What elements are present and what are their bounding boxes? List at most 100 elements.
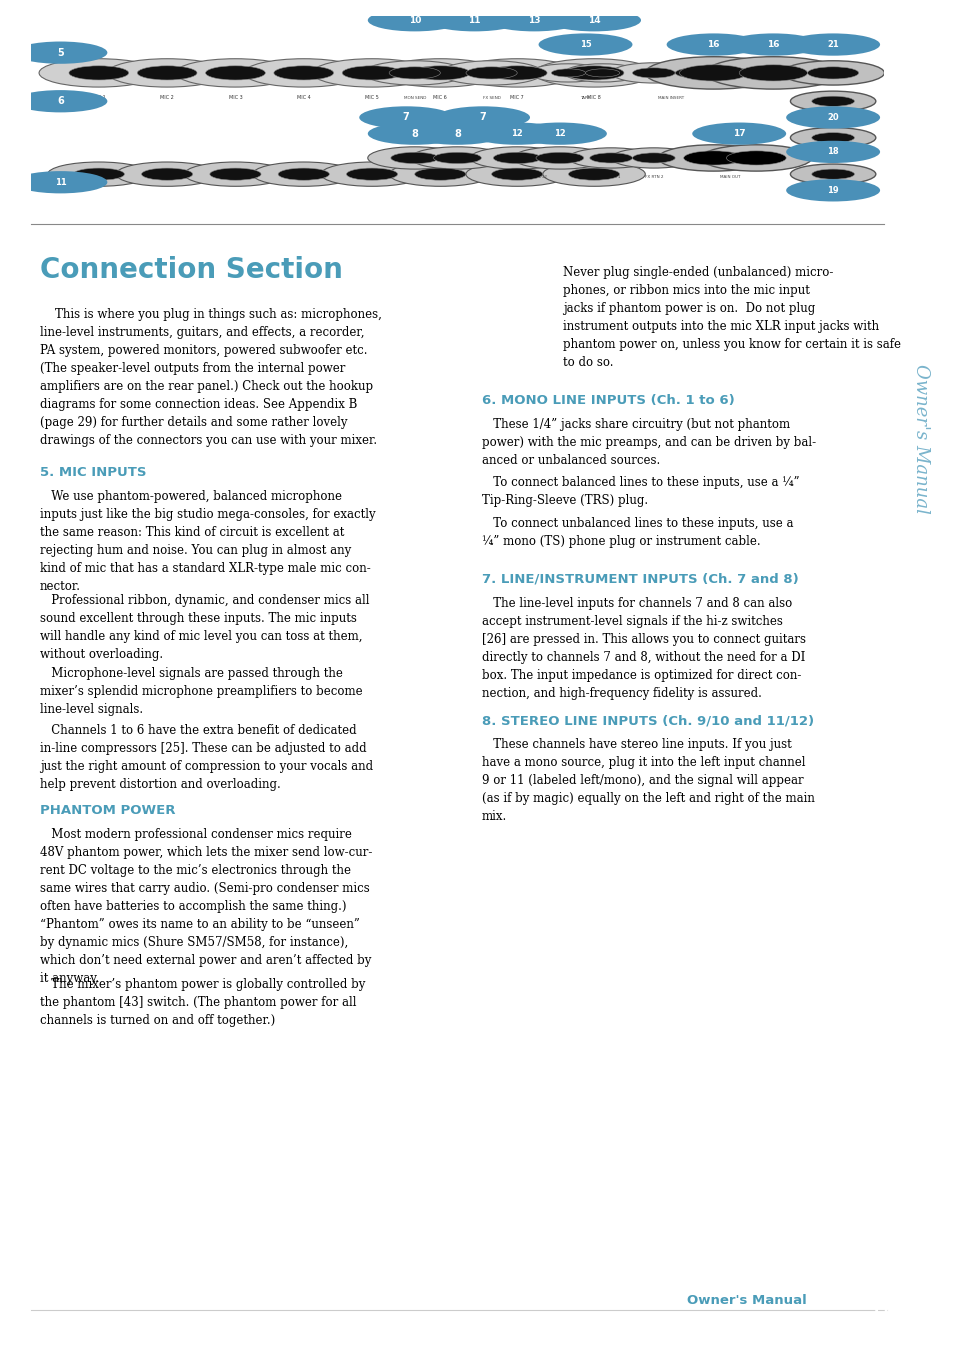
- Circle shape: [692, 123, 785, 144]
- Circle shape: [415, 169, 465, 181]
- Circle shape: [391, 153, 438, 163]
- Text: MON SEND: MON SEND: [403, 96, 425, 100]
- Text: 6: 6: [57, 96, 64, 107]
- Text: 15: 15: [579, 40, 591, 49]
- Circle shape: [410, 66, 470, 80]
- Text: MIC 8: MIC 8: [586, 95, 600, 100]
- Circle shape: [785, 34, 880, 55]
- Circle shape: [465, 162, 568, 186]
- Circle shape: [184, 162, 286, 186]
- Circle shape: [410, 123, 504, 144]
- Circle shape: [811, 132, 854, 143]
- Circle shape: [389, 68, 440, 80]
- Text: MIC 1: MIC 1: [91, 95, 106, 100]
- Text: 8: 8: [411, 128, 417, 139]
- Text: ☛: ☛: [514, 305, 541, 333]
- Text: PHANTOM POWER: PHANTOM POWER: [40, 803, 175, 817]
- Text: 10: 10: [408, 16, 420, 24]
- Circle shape: [725, 34, 820, 55]
- Circle shape: [700, 144, 811, 171]
- Text: FX RTN 1: FX RTN 1: [601, 176, 619, 180]
- Text: 12: 12: [554, 130, 565, 138]
- Text: MIC 5: MIC 5: [365, 95, 378, 100]
- Text: 17: 17: [732, 130, 744, 138]
- Circle shape: [679, 65, 747, 81]
- Circle shape: [785, 107, 880, 128]
- Text: Professional ribbon, dynamic, and condenser mics all
sound excellent through the: Professional ribbon, dynamic, and conden…: [40, 594, 369, 660]
- Circle shape: [457, 59, 577, 88]
- Circle shape: [513, 123, 606, 144]
- Circle shape: [530, 63, 606, 82]
- Text: 19: 19: [826, 186, 838, 194]
- Text: Microphone-level signals are passed through the
mixer’s splendid microphone prea: Microphone-level signals are passed thro…: [40, 667, 362, 716]
- Circle shape: [534, 59, 653, 88]
- Circle shape: [653, 63, 739, 84]
- Circle shape: [704, 57, 841, 89]
- Text: 20: 20: [826, 113, 838, 122]
- Text: 7: 7: [479, 112, 486, 123]
- Circle shape: [312, 59, 432, 88]
- Text: These channels have stereo line inputs. If you just
have a mono source, plug it : These channels have stereo line inputs. …: [481, 738, 814, 824]
- Circle shape: [790, 165, 875, 185]
- Circle shape: [666, 34, 760, 55]
- Circle shape: [278, 169, 329, 181]
- Circle shape: [465, 68, 517, 80]
- Circle shape: [69, 66, 129, 80]
- Text: 16: 16: [706, 40, 720, 49]
- Text: 14: 14: [587, 16, 599, 24]
- Text: MIC 2: MIC 2: [160, 95, 173, 100]
- Circle shape: [205, 66, 265, 80]
- Text: MAIN INSERT: MAIN INSERT: [657, 96, 683, 100]
- Text: 16: 16: [766, 40, 779, 49]
- Circle shape: [806, 68, 858, 80]
- Circle shape: [725, 151, 785, 165]
- Circle shape: [363, 61, 465, 85]
- Text: Most modern professional condenser mics require
48V phantom power, which lets th: Most modern professional condenser mics …: [40, 828, 372, 984]
- Circle shape: [389, 162, 491, 186]
- Circle shape: [368, 9, 461, 31]
- Text: 5: 5: [57, 47, 64, 58]
- Circle shape: [440, 61, 542, 85]
- Circle shape: [546, 9, 640, 31]
- Text: MIC 4: MIC 4: [296, 95, 311, 100]
- Circle shape: [491, 169, 542, 181]
- Circle shape: [568, 148, 653, 169]
- Text: This is where you plug in things such as: microphones,
line-level instruments, g: This is where you plug in things such as…: [40, 308, 381, 447]
- Text: 12: 12: [511, 130, 522, 138]
- Circle shape: [632, 153, 675, 163]
- Text: VERY
IMPORTANT: VERY IMPORTANT: [489, 296, 499, 332]
- Text: We use phantom-powered, balanced microphone
inputs just like the big studio mega: We use phantom-powered, balanced microph…: [40, 490, 375, 593]
- Text: These 1/4” jacks share circuitry (but not phantom
power) with the mic preamps, a: These 1/4” jacks share circuitry (but no…: [481, 418, 815, 467]
- Text: 7. LINE/INSTRUMENT INPUTS (Ch. 7 and 8): 7. LINE/INSTRUMENT INPUTS (Ch. 7 and 8): [481, 572, 798, 586]
- Circle shape: [536, 153, 583, 163]
- Circle shape: [675, 68, 717, 78]
- Circle shape: [632, 68, 675, 78]
- Circle shape: [433, 153, 481, 163]
- Circle shape: [611, 148, 696, 169]
- Circle shape: [175, 59, 294, 88]
- Text: INPUT 9/10: INPUT 9/10: [420, 176, 442, 180]
- Text: To connect balanced lines to these inputs, use a ¼”
Tip-Ring-Sleeve (TRS) plug.: To connect balanced lines to these input…: [481, 475, 799, 506]
- Text: MAIN OUT: MAIN OUT: [720, 176, 740, 180]
- Text: 6. MONO LINE INPUTS (Ch. 1 to 6): 6. MONO LINE INPUTS (Ch. 1 to 6): [481, 394, 734, 408]
- Text: 5. MIC INPUTS: 5. MIC INPUTS: [40, 466, 147, 479]
- Text: 13: 13: [527, 16, 540, 24]
- Circle shape: [811, 169, 854, 180]
- Text: 11: 11: [54, 178, 66, 186]
- Circle shape: [785, 180, 880, 201]
- Circle shape: [274, 66, 334, 80]
- Text: 11: 11: [869, 1305, 890, 1322]
- Circle shape: [538, 34, 632, 55]
- Circle shape: [781, 61, 883, 85]
- Circle shape: [13, 90, 108, 112]
- Text: Channels 1 to 6 have the extra benefit of dedicated
in-line compressors [25]. Th: Channels 1 to 6 have the extra benefit o…: [40, 724, 373, 791]
- Text: Owner's Manual: Owner's Manual: [686, 1293, 806, 1307]
- Text: TAPE: TAPE: [579, 96, 590, 100]
- Text: 11: 11: [468, 16, 480, 24]
- Circle shape: [785, 140, 880, 163]
- Circle shape: [73, 169, 124, 181]
- Circle shape: [487, 9, 580, 31]
- Circle shape: [436, 107, 530, 128]
- Circle shape: [368, 123, 461, 144]
- Text: 8: 8: [454, 128, 460, 139]
